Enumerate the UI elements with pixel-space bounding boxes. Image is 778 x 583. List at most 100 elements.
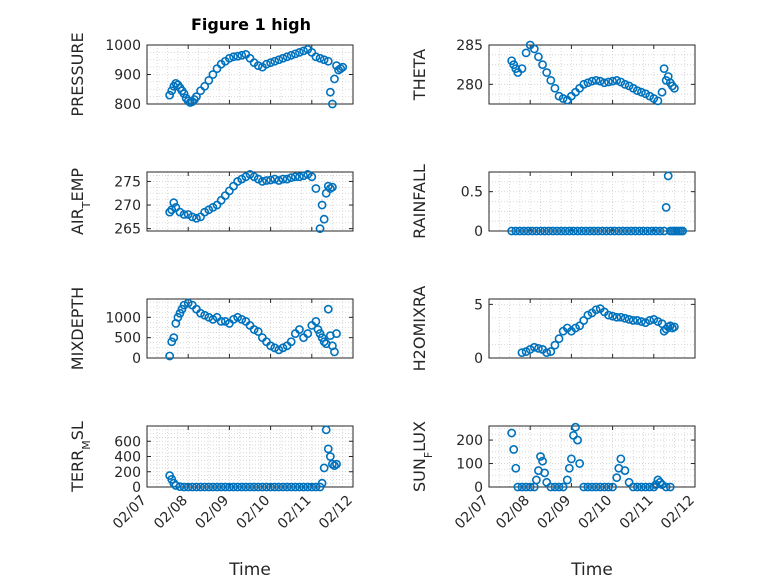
data-point bbox=[233, 312, 243, 322]
data-point bbox=[204, 312, 214, 322]
data-point bbox=[319, 214, 329, 224]
data-point bbox=[579, 316, 589, 325]
data-point bbox=[620, 466, 630, 475]
x-axis-label: Time bbox=[570, 560, 613, 580]
data-point bbox=[593, 226, 603, 236]
data-point bbox=[307, 482, 317, 492]
data-point bbox=[319, 463, 329, 473]
data-point bbox=[595, 482, 605, 492]
x-tick-label: 02/11 bbox=[275, 493, 315, 533]
data-point bbox=[299, 46, 308, 56]
data-point bbox=[591, 76, 601, 85]
data-point bbox=[187, 212, 197, 222]
data-point bbox=[571, 422, 580, 432]
data-point bbox=[599, 482, 609, 492]
x-tick-label: 02/09 bbox=[534, 493, 574, 533]
data-point bbox=[527, 226, 537, 236]
data-point bbox=[200, 81, 210, 91]
data-point bbox=[208, 314, 218, 324]
data-point bbox=[315, 224, 325, 234]
data-point bbox=[169, 198, 179, 208]
data-point bbox=[299, 482, 308, 492]
data-point bbox=[196, 308, 205, 318]
data-point bbox=[171, 481, 181, 490]
data-point bbox=[550, 482, 560, 492]
data-point bbox=[531, 475, 541, 485]
data-point bbox=[266, 482, 275, 492]
data-point bbox=[643, 226, 653, 236]
data-point bbox=[637, 482, 646, 492]
x-tick-label: 02/12 bbox=[316, 493, 356, 533]
data-point bbox=[270, 56, 280, 66]
data-point bbox=[550, 83, 560, 93]
data-point bbox=[274, 176, 284, 185]
data-point bbox=[330, 461, 339, 471]
y-tick-label: 275 bbox=[114, 174, 141, 190]
data-point bbox=[319, 55, 329, 65]
data-point bbox=[192, 213, 201, 223]
data-point bbox=[278, 174, 288, 184]
x-tick-label: 02/12 bbox=[658, 493, 698, 533]
data-point bbox=[204, 482, 214, 492]
data-point bbox=[220, 482, 230, 492]
data-point bbox=[229, 482, 238, 492]
data-point bbox=[534, 343, 543, 353]
x-tick-label: 02/10 bbox=[576, 493, 616, 533]
data-point bbox=[632, 316, 642, 325]
x-axis-label: Time bbox=[228, 560, 271, 580]
data-point bbox=[167, 86, 177, 96]
data-point bbox=[653, 96, 663, 106]
data-point bbox=[266, 175, 275, 185]
data-point bbox=[602, 226, 611, 236]
subplot-air-temp: 265 270 275 AIRTEMP bbox=[68, 168, 354, 238]
data-point bbox=[587, 482, 597, 492]
y-tick-label: 285 bbox=[456, 38, 483, 54]
data-point bbox=[554, 482, 564, 492]
data-point bbox=[624, 314, 634, 324]
data-point bbox=[647, 226, 657, 236]
subplot-rainfall: 0 0.5 RAINFALL bbox=[410, 164, 696, 240]
data-point bbox=[515, 226, 525, 236]
data-point bbox=[595, 76, 605, 86]
data-point bbox=[521, 48, 531, 58]
data-point bbox=[311, 482, 321, 492]
data-point bbox=[612, 76, 622, 85]
y-axis-label: PRESSURE bbox=[68, 32, 87, 116]
data-point bbox=[509, 445, 519, 454]
data-point bbox=[583, 78, 593, 88]
data-point bbox=[257, 177, 267, 186]
data-point bbox=[616, 312, 626, 322]
data-point bbox=[330, 347, 339, 357]
data-point bbox=[295, 482, 304, 492]
data-point bbox=[229, 314, 238, 324]
data-point bbox=[511, 463, 521, 473]
data-point bbox=[311, 316, 321, 326]
data-point bbox=[597, 226, 607, 236]
data-point bbox=[517, 482, 527, 492]
data-point bbox=[262, 59, 271, 69]
data-point bbox=[290, 172, 300, 182]
subplot-sun-flux: 0 100 200 02/07 02/08 02/09 02/10 02/11 02/12 SUN… bbox=[410, 421, 698, 580]
data-point bbox=[336, 64, 346, 73]
data-point bbox=[179, 210, 189, 219]
axes-border bbox=[146, 298, 354, 359]
data-point bbox=[323, 304, 333, 314]
data-point bbox=[290, 49, 300, 59]
data-point bbox=[569, 226, 578, 236]
data-point bbox=[200, 310, 210, 320]
data-point bbox=[525, 482, 535, 492]
y-tick-label: 400 bbox=[114, 450, 141, 466]
data-point bbox=[179, 89, 189, 99]
data-point bbox=[249, 482, 259, 492]
data-point bbox=[665, 321, 675, 331]
data-point bbox=[546, 76, 556, 85]
data-point bbox=[556, 226, 566, 236]
y-axis-label: SUNFLUX bbox=[410, 421, 435, 492]
data-point bbox=[332, 329, 341, 338]
data-point bbox=[517, 64, 527, 73]
data-point bbox=[519, 226, 529, 236]
data-point bbox=[641, 482, 650, 492]
data-point bbox=[606, 226, 615, 236]
data-point bbox=[216, 482, 226, 492]
data-point bbox=[612, 473, 622, 483]
